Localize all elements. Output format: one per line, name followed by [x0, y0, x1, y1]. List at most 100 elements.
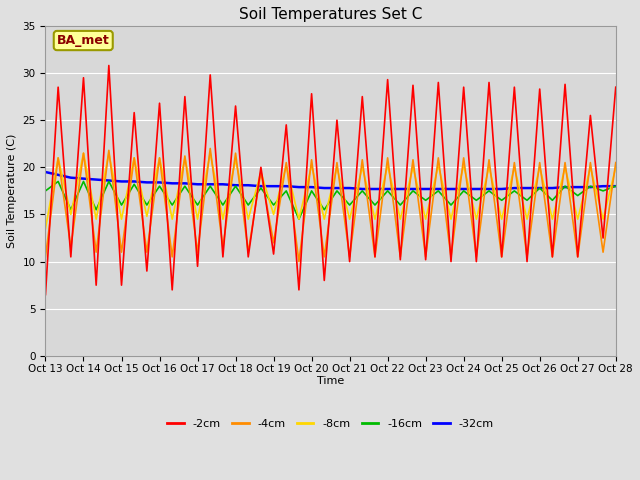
-32cm: [92, 177, 100, 182]
-2cm: [282, 122, 290, 128]
-16cm: [384, 188, 392, 194]
-16cm: [143, 202, 150, 208]
-16cm: [156, 183, 163, 189]
-8cm: [194, 216, 202, 222]
-8cm: [422, 216, 429, 222]
-2cm: [131, 110, 138, 116]
-32cm: [460, 186, 467, 192]
-32cm: [321, 185, 328, 191]
-32cm: [181, 180, 189, 186]
-2cm: [156, 100, 163, 106]
-2cm: [219, 254, 227, 260]
-4cm: [523, 254, 531, 260]
-2cm: [257, 165, 265, 170]
-32cm: [67, 175, 75, 180]
-8cm: [131, 155, 138, 161]
-16cm: [105, 179, 113, 184]
-4cm: [409, 157, 417, 163]
-4cm: [181, 153, 189, 159]
-2cm: [181, 94, 189, 99]
-32cm: [295, 184, 303, 190]
-4cm: [156, 155, 163, 161]
-8cm: [219, 216, 227, 222]
-4cm: [447, 254, 455, 260]
-16cm: [586, 183, 594, 189]
-8cm: [244, 216, 252, 222]
-2cm: [54, 84, 62, 90]
-8cm: [599, 216, 607, 222]
-4cm: [612, 160, 620, 166]
-8cm: [67, 212, 75, 217]
-2cm: [308, 91, 316, 96]
-4cm: [498, 254, 506, 260]
-16cm: [244, 202, 252, 208]
-4cm: [143, 249, 150, 255]
-2cm: [333, 117, 340, 123]
-8cm: [79, 150, 87, 156]
Line: -16cm: -16cm: [45, 181, 616, 219]
-4cm: [561, 160, 569, 166]
-32cm: [105, 178, 113, 183]
-4cm: [586, 160, 594, 166]
-8cm: [460, 163, 467, 168]
-2cm: [42, 292, 49, 298]
-8cm: [358, 165, 366, 170]
-4cm: [118, 249, 125, 255]
-4cm: [295, 259, 303, 264]
-32cm: [396, 186, 404, 192]
-16cm: [498, 197, 506, 203]
-2cm: [536, 86, 543, 92]
-4cm: [346, 254, 353, 260]
-4cm: [333, 160, 340, 166]
-32cm: [79, 176, 87, 181]
-8cm: [206, 150, 214, 156]
-32cm: [54, 172, 62, 178]
-32cm: [282, 183, 290, 189]
-2cm: [460, 84, 467, 90]
-8cm: [257, 169, 265, 175]
-2cm: [422, 257, 429, 263]
-8cm: [384, 163, 392, 168]
-16cm: [396, 202, 404, 208]
-4cm: [131, 155, 138, 161]
-16cm: [599, 188, 607, 194]
-16cm: [321, 207, 328, 213]
-8cm: [168, 216, 176, 222]
-2cm: [206, 72, 214, 78]
-2cm: [232, 103, 239, 109]
-8cm: [92, 216, 100, 222]
-16cm: [131, 181, 138, 187]
-16cm: [67, 207, 75, 213]
-16cm: [536, 185, 543, 191]
-2cm: [599, 235, 607, 241]
-32cm: [422, 186, 429, 192]
Line: -2cm: -2cm: [45, 65, 616, 295]
-4cm: [269, 240, 277, 246]
-32cm: [511, 185, 518, 191]
-4cm: [282, 160, 290, 166]
Line: -8cm: -8cm: [45, 153, 616, 228]
-32cm: [548, 185, 556, 191]
-4cm: [194, 249, 202, 255]
-8cm: [612, 165, 620, 170]
-2cm: [371, 254, 379, 260]
-32cm: [219, 181, 227, 187]
-32cm: [561, 184, 569, 190]
-2cm: [447, 259, 455, 264]
-2cm: [498, 254, 506, 260]
-2cm: [561, 82, 569, 87]
-2cm: [79, 75, 87, 81]
-8cm: [498, 216, 506, 222]
-32cm: [371, 186, 379, 192]
-8cm: [181, 155, 189, 161]
-2cm: [321, 277, 328, 283]
-32cm: [574, 184, 582, 190]
-16cm: [42, 188, 49, 194]
-8cm: [561, 165, 569, 170]
-16cm: [257, 185, 265, 191]
-4cm: [396, 254, 404, 260]
-16cm: [282, 188, 290, 194]
-16cm: [54, 179, 62, 184]
-32cm: [232, 182, 239, 188]
-4cm: [511, 160, 518, 166]
